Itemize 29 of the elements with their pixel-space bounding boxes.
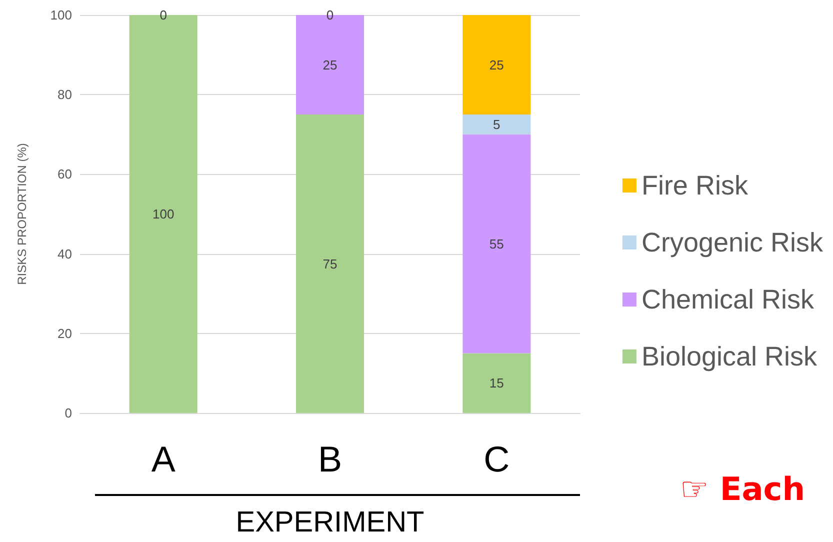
y-tick-label: 0 [64,406,72,420]
y-tick-label: 40 [58,246,72,262]
bar [296,114,364,413]
bar [462,134,531,354]
y-axis-title: RISKS PROPORTION (%) [15,143,29,285]
x-tick-label: C [484,438,510,480]
legend-label: Fire Risk [641,170,748,200]
data-label: 75 [322,256,338,272]
y-tick-label: 100 [50,8,72,22]
bar [462,353,531,413]
data-label: 15 [489,376,504,391]
data-label: 25 [322,57,338,72]
x-tick-label: B [318,438,342,480]
legend-label: Chemical Risk [641,284,814,314]
data-label: 0 [326,8,334,22]
text: ☞ Each [680,470,806,508]
data-label: 55 [489,236,504,252]
y-tick-label: 20 [58,326,72,341]
data-label: 100 [152,206,174,222]
bar [462,15,531,114]
y-tick-label: 60 [58,166,72,182]
bar [462,114,531,134]
x-axis-title: EXPERIMENT [236,506,425,538]
data-label: 5 [493,116,500,132]
x-tick-label: A [151,438,176,480]
legend-label: Cryogenic Risk [641,228,824,258]
y-tick-label: 80 [58,87,72,102]
legend-label: Biological Risk [641,342,818,372]
data-label: 25 [489,57,504,72]
